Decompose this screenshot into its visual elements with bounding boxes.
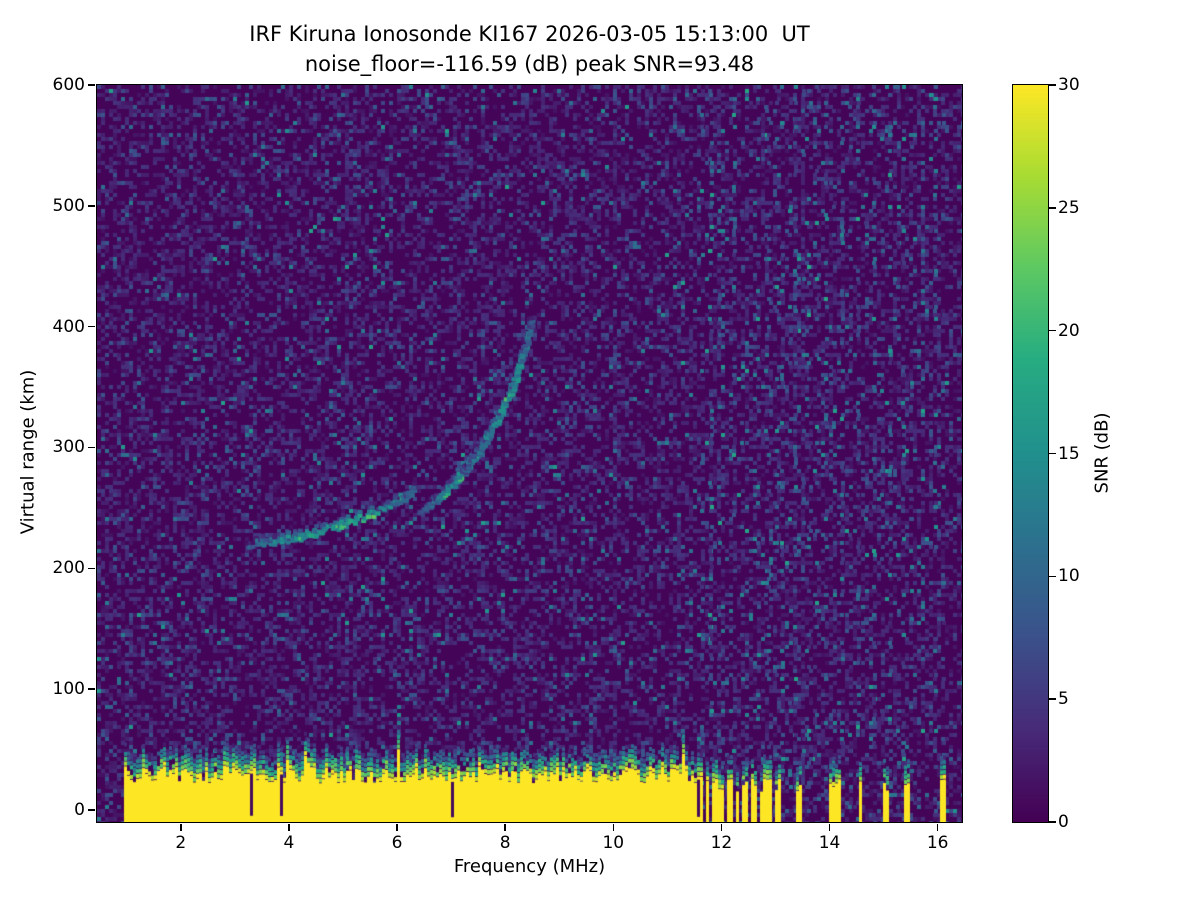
plot-title: IRF Kiruna Ionosonde KI167 2026-03-05 15… [249, 22, 810, 46]
x-tick-label: 16 [926, 833, 949, 853]
x-tick-mark [504, 824, 506, 831]
colorbar-tick-label: 5 [1058, 689, 1069, 710]
colorbar-tick-mark [1049, 698, 1056, 700]
x-tick-label: 2 [175, 833, 187, 853]
y-tick-label: 100 [52, 679, 85, 700]
x-tick-mark [288, 824, 290, 831]
y-tick-label: 300 [52, 437, 85, 458]
colorbar-tick-label: 10 [1058, 566, 1080, 587]
colorbar-tick-label: 20 [1058, 320, 1080, 341]
colorbar-tick-mark [1049, 452, 1056, 455]
colorbar-tick-mark [1049, 329, 1056, 332]
x-tick-mark [396, 824, 398, 831]
y-tick-mark [88, 325, 95, 328]
colorbar-tick-label: 25 [1058, 197, 1080, 218]
colorbar-label: SNR (dB) [1091, 412, 1113, 494]
y-tick-mark [88, 809, 95, 811]
y-tick-mark [88, 446, 95, 449]
y-tick-label: 0 [74, 799, 85, 820]
plot-subtitle: noise_floor=-116.59 (dB) peak SNR=93.48 [304, 52, 755, 76]
x-tick-mark [612, 824, 615, 831]
colorbar-tick-label: 0 [1058, 812, 1069, 832]
x-tick-label: 12 [710, 833, 733, 853]
y-tick-label: 200 [52, 558, 85, 579]
colorbar-tick-mark [1049, 575, 1056, 578]
colorbar-tick-mark [1049, 821, 1056, 823]
y-tick-mark [88, 84, 95, 86]
x-tick-label: 4 [283, 833, 295, 853]
x-tick-label: 8 [499, 833, 511, 853]
colorbar-gradient [1012, 84, 1049, 823]
x-tick-label: 10 [602, 833, 625, 853]
colorbar-tick-mark [1049, 84, 1056, 86]
y-axis-label: Virtual range (km) [17, 369, 39, 535]
colorbar-tick-mark [1049, 207, 1056, 209]
x-tick-mark [828, 824, 831, 831]
x-axis-label: Frequency (MHz) [453, 856, 606, 877]
x-tick-label: 14 [818, 833, 841, 853]
x-tick-mark [720, 824, 723, 831]
ionogram-heatmap [96, 84, 963, 823]
y-tick-mark [88, 567, 95, 570]
x-tick-label: 6 [391, 833, 403, 853]
y-tick-label: 600 [52, 75, 85, 95]
y-tick-label: 400 [52, 316, 85, 337]
x-tick-mark [180, 824, 182, 831]
colorbar-tick-label: 30 [1058, 75, 1080, 95]
x-tick-mark [936, 824, 939, 831]
y-tick-mark [88, 688, 95, 690]
y-tick-mark [88, 205, 95, 207]
y-tick-label: 500 [52, 195, 85, 216]
colorbar-tick-label: 15 [1058, 443, 1080, 464]
